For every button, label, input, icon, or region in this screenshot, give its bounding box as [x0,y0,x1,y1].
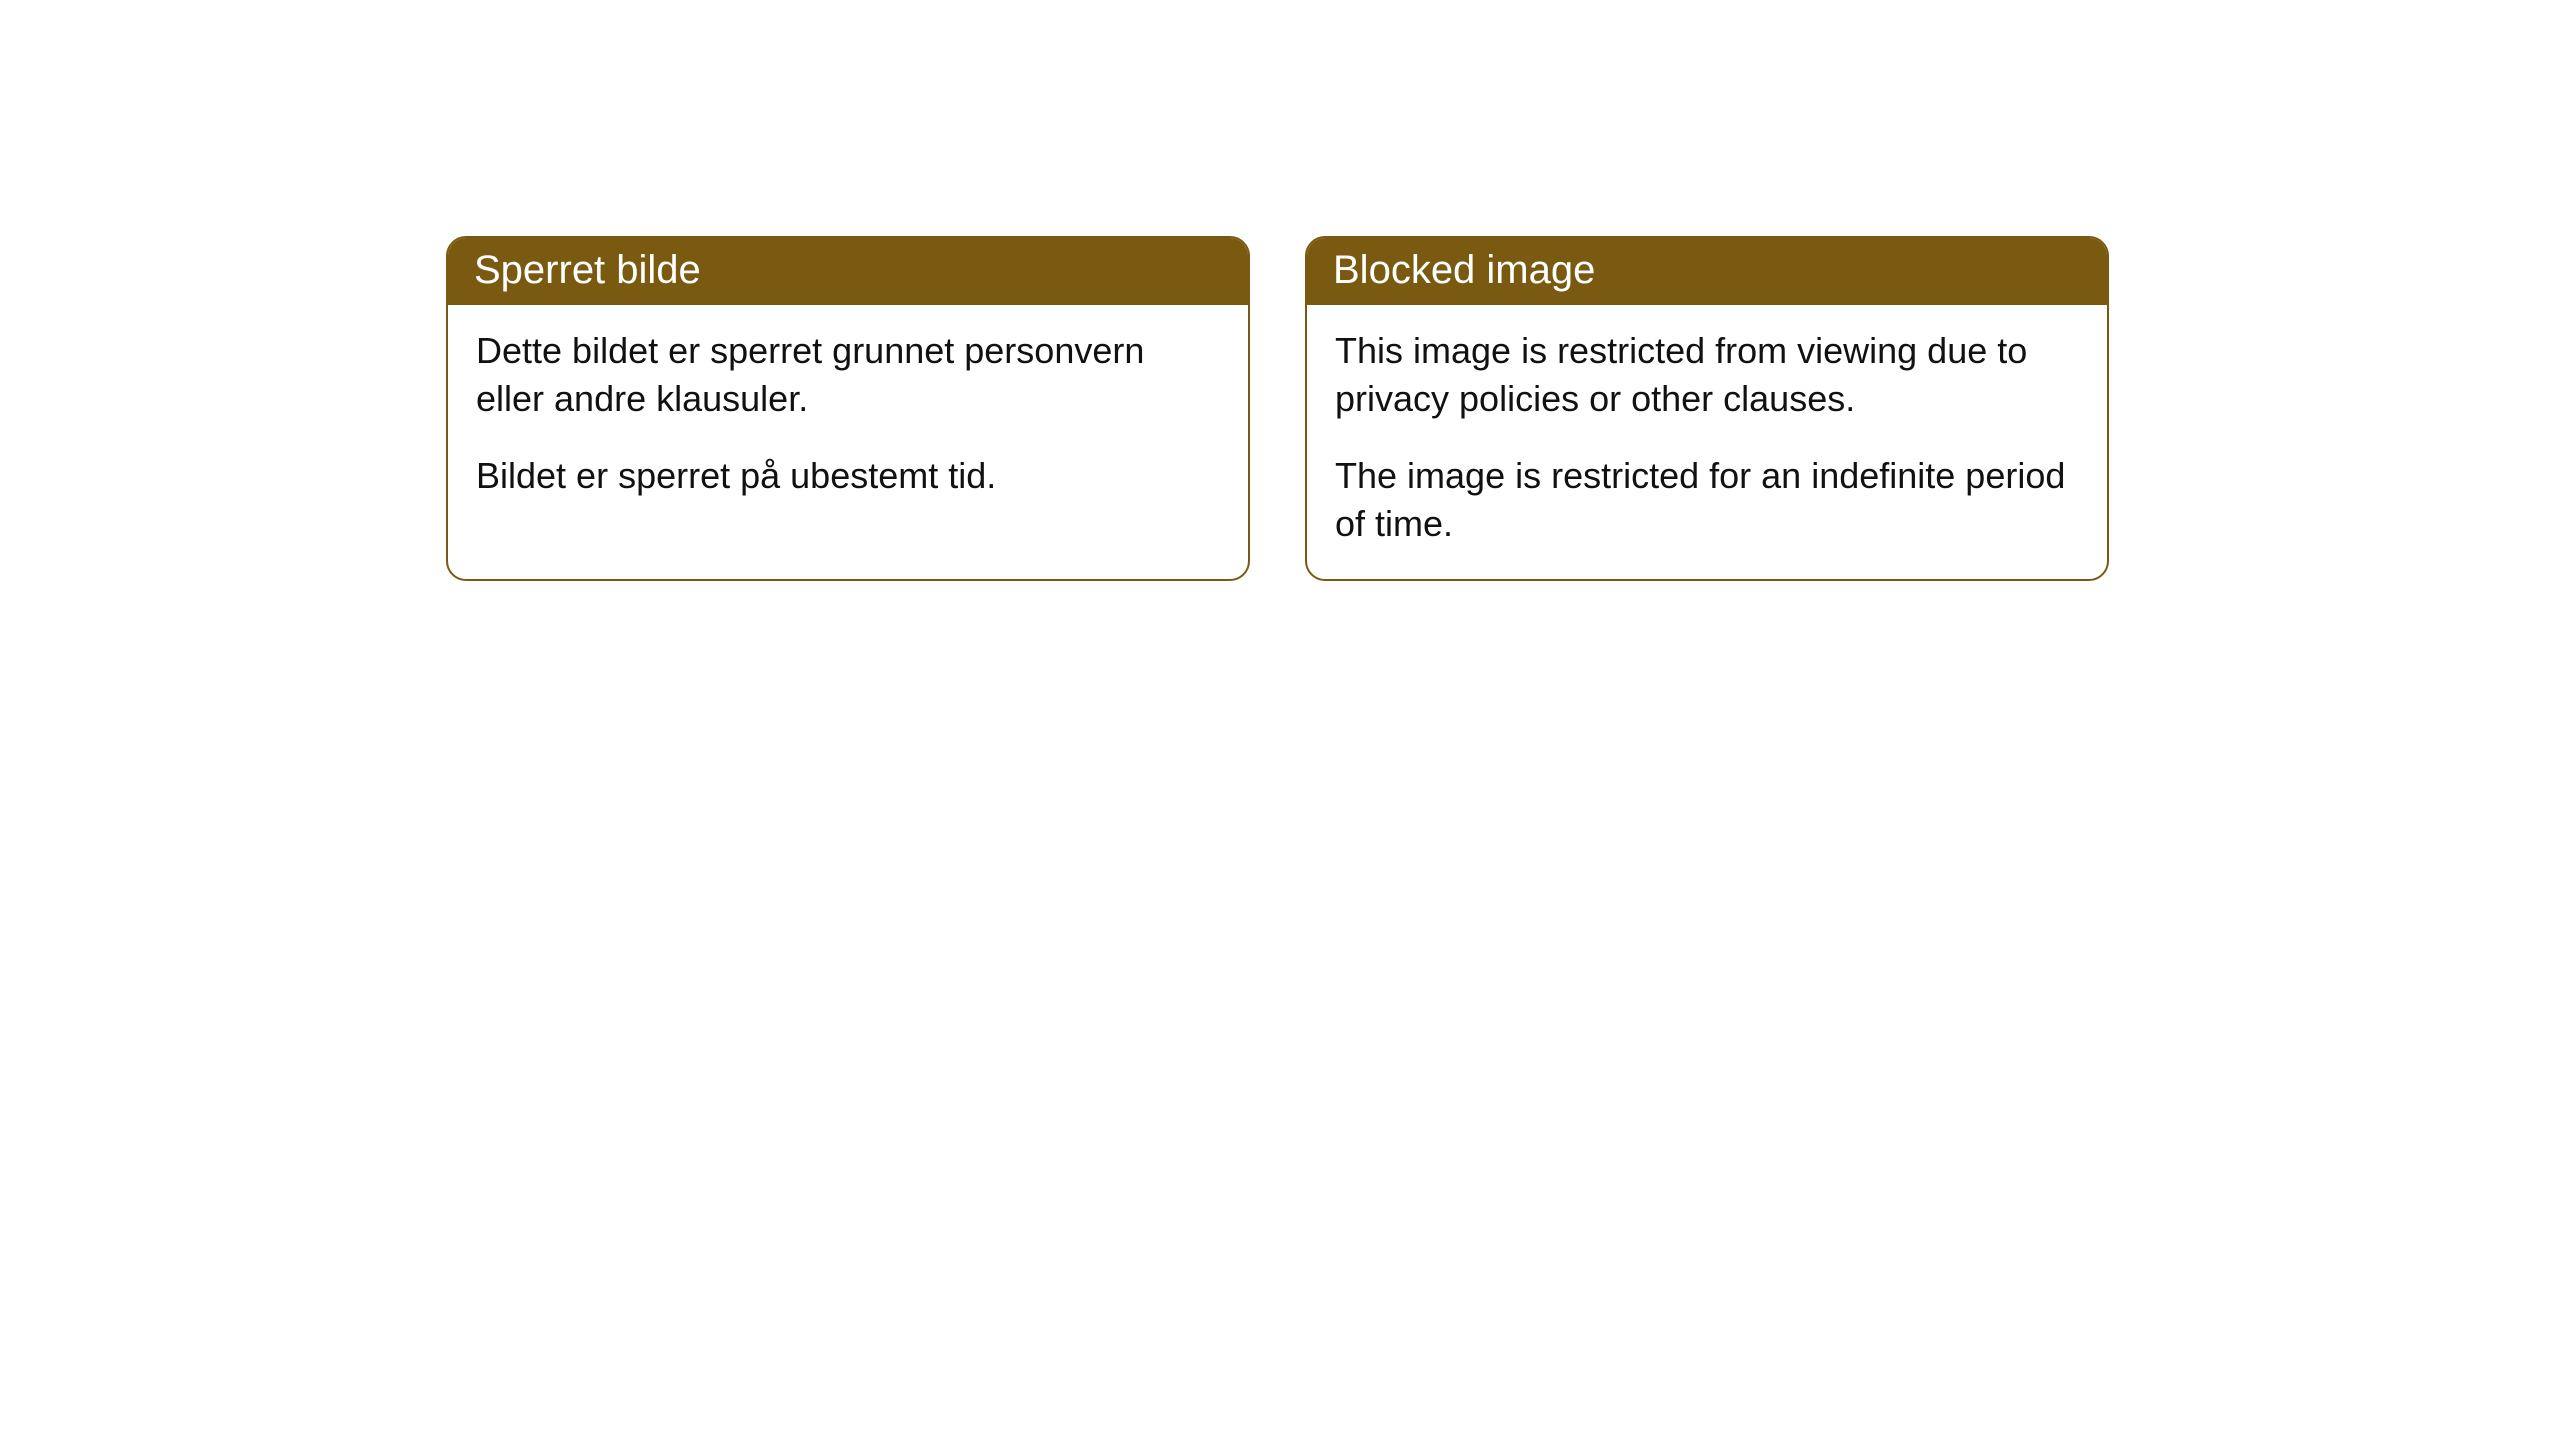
card-body-en: This image is restricted from viewing du… [1307,305,2107,579]
card-title-no: Sperret bilde [448,238,1248,305]
card-paragraph-1-no: Dette bildet er sperret grunnet personve… [476,327,1220,422]
card-title-en: Blocked image [1307,238,2107,305]
blocked-image-card-no: Sperret bilde Dette bildet er sperret gr… [446,236,1250,581]
card-paragraph-2-en: The image is restricted for an indefinit… [1335,452,2079,547]
blocked-image-card-en: Blocked image This image is restricted f… [1305,236,2109,581]
card-paragraph-1-en: This image is restricted from viewing du… [1335,327,2079,422]
notice-cards-container: Sperret bilde Dette bildet er sperret gr… [446,236,2109,581]
card-paragraph-2-no: Bildet er sperret på ubestemt tid. [476,452,1220,500]
card-body-no: Dette bildet er sperret grunnet personve… [448,305,1248,532]
